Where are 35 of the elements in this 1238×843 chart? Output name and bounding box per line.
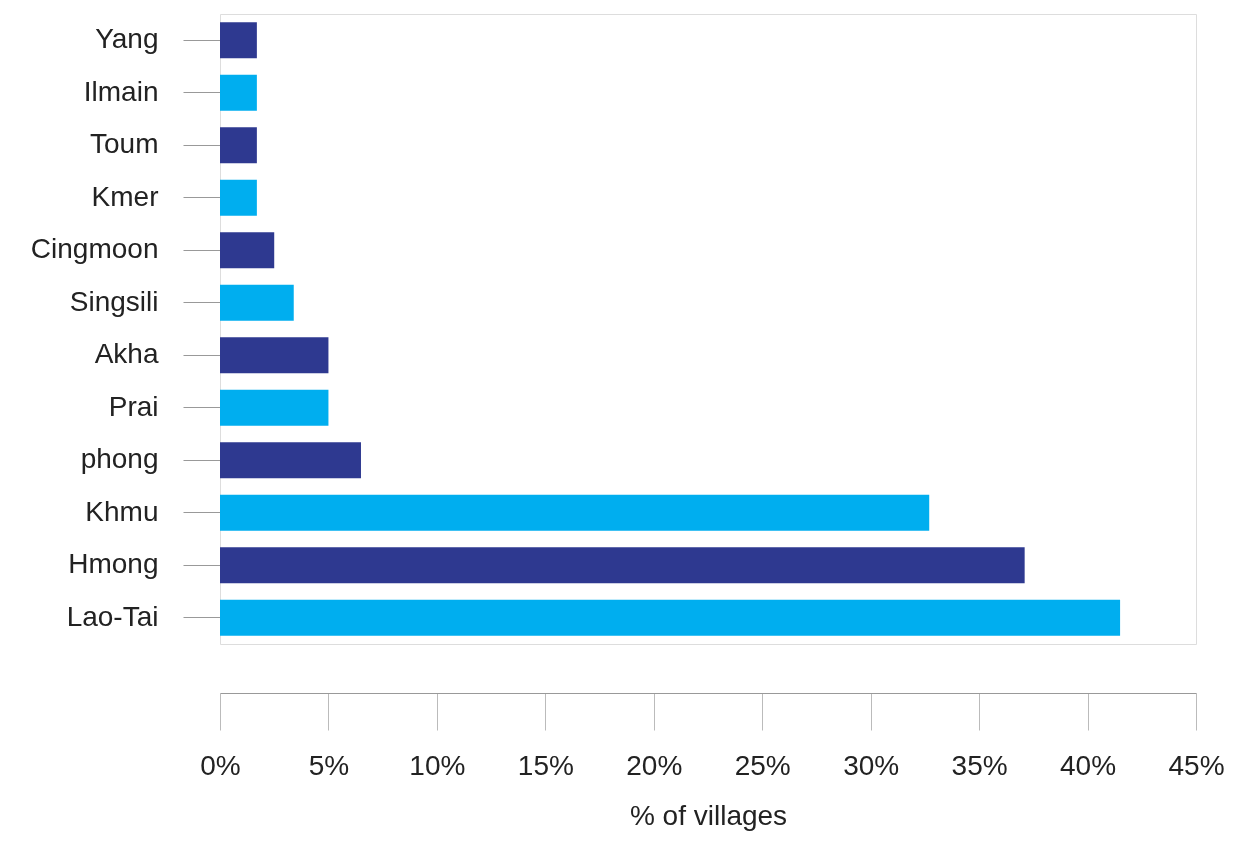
y-tick-label: phong xyxy=(80,443,159,475)
x-tick-label: 35% xyxy=(951,749,1008,781)
x-tick-label: 15% xyxy=(517,749,574,781)
bar xyxy=(220,547,1025,584)
bar xyxy=(220,179,257,216)
x-axis-title: % of villages xyxy=(629,799,788,831)
y-tick-label: Khmu xyxy=(85,495,159,527)
bar xyxy=(220,337,329,374)
x-tick-label: 20% xyxy=(626,749,683,781)
bar xyxy=(220,127,257,164)
y-tick-label: Prai xyxy=(108,390,159,422)
x-tick-label: 45% xyxy=(1168,749,1225,781)
bar xyxy=(220,599,1121,636)
x-tick-label: 25% xyxy=(734,749,791,781)
bar xyxy=(220,74,257,111)
bar xyxy=(220,389,329,426)
x-tick-label: 5% xyxy=(308,749,350,781)
bar xyxy=(220,442,361,479)
x-tick-label: 40% xyxy=(1060,749,1117,781)
y-tick-label: Singsili xyxy=(69,285,159,317)
y-tick-label: Kmer xyxy=(91,180,159,212)
bar xyxy=(220,22,257,59)
y-tick-label: Toum xyxy=(90,128,159,160)
x-tick-label: 10% xyxy=(409,749,466,781)
y-tick-label: Hmong xyxy=(68,548,159,580)
y-tick-label: Akha xyxy=(94,338,159,370)
y-tick-label: Yang xyxy=(95,23,159,55)
y-tick-label: Cingmoon xyxy=(30,233,159,265)
bar xyxy=(220,284,294,321)
y-tick-label: Lao-Tai xyxy=(66,600,159,632)
x-tick-label: 0% xyxy=(200,749,241,781)
bar xyxy=(220,232,275,269)
y-tick-label: Ilmain xyxy=(83,75,159,107)
x-tick-label: 30% xyxy=(843,749,900,781)
bar xyxy=(220,494,930,531)
